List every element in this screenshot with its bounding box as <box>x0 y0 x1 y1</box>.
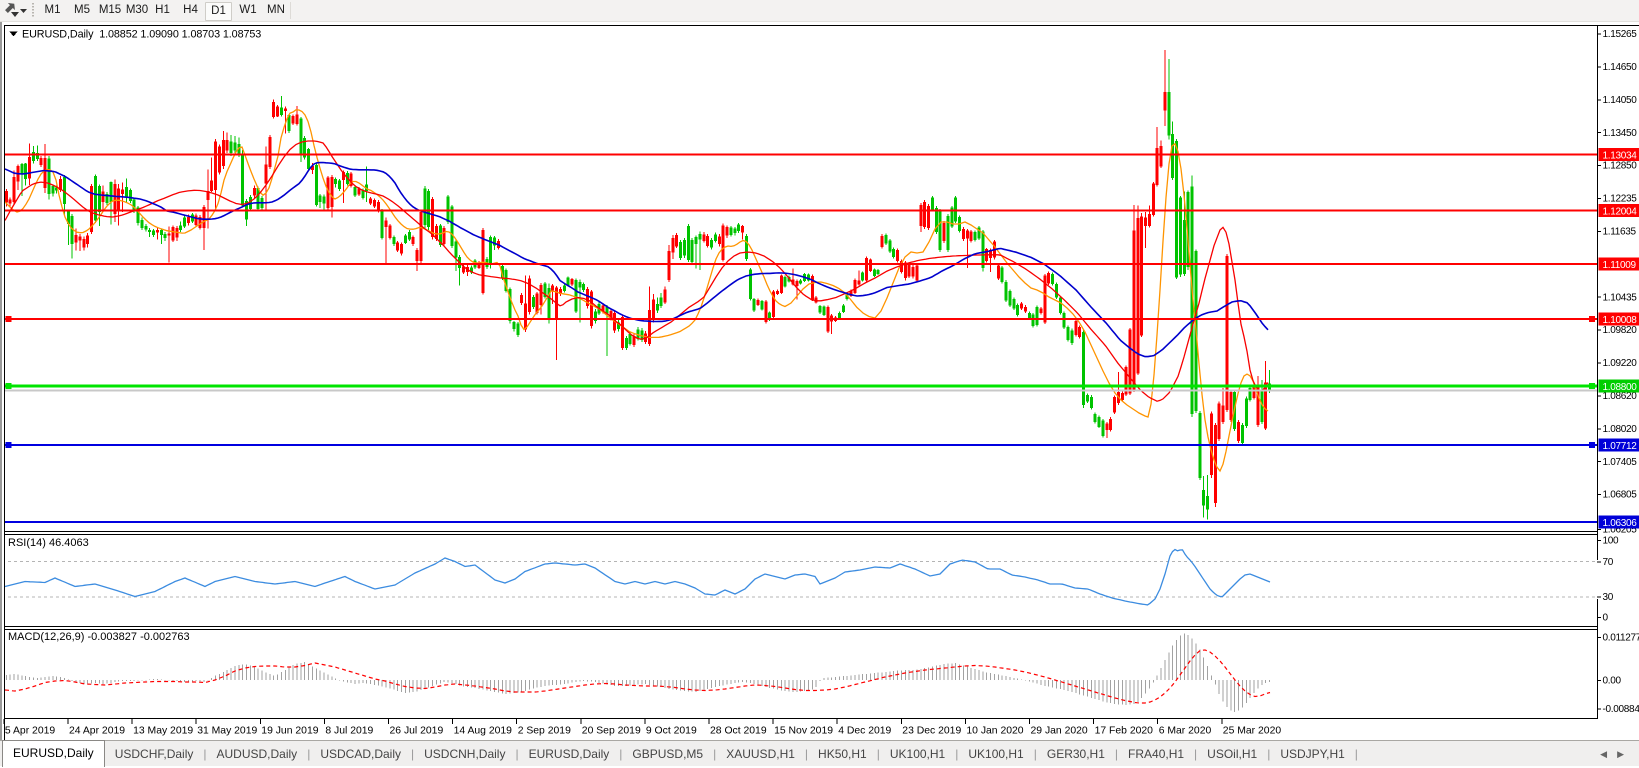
svg-text:1.12004: 1.12004 <box>1603 207 1638 218</box>
svg-text:1.09220: 1.09220 <box>1603 358 1638 369</box>
svg-text:31 May 2019: 31 May 2019 <box>197 726 257 737</box>
svg-text:1.10435: 1.10435 <box>1603 292 1638 303</box>
svg-text:1.10008: 1.10008 <box>1603 315 1638 326</box>
svg-text:26 Jul 2019: 26 Jul 2019 <box>390 726 444 737</box>
svg-text:1.15265: 1.15265 <box>1603 29 1638 40</box>
svg-text:6 Mar 2020: 6 Mar 2020 <box>1159 726 1212 737</box>
svg-text:29 Jan 2020: 29 Jan 2020 <box>1031 726 1088 737</box>
svg-text:1.06306: 1.06306 <box>1603 518 1638 529</box>
svg-text:9 Oct 2019: 9 Oct 2019 <box>646 726 697 737</box>
svg-text:RSI(14) 46.4063: RSI(14) 46.4063 <box>8 537 89 549</box>
svg-text:23 Dec 2019: 23 Dec 2019 <box>902 726 961 737</box>
svg-text:1.12235: 1.12235 <box>1603 194 1638 205</box>
svg-text:1.09820: 1.09820 <box>1603 325 1638 336</box>
svg-text:1.13450: 1.13450 <box>1603 128 1638 139</box>
svg-text:-0.008845: -0.008845 <box>1603 704 1639 715</box>
svg-text:20 Sep 2019: 20 Sep 2019 <box>582 726 641 737</box>
svg-text:0.00: 0.00 <box>1603 676 1622 687</box>
svg-text:1.13034: 1.13034 <box>1603 151 1638 162</box>
svg-text:30: 30 <box>1603 592 1614 603</box>
svg-text:15 Nov 2019: 15 Nov 2019 <box>774 726 833 737</box>
svg-text:1.08800: 1.08800 <box>1603 382 1638 393</box>
svg-text:4 Dec 2019: 4 Dec 2019 <box>838 726 891 737</box>
svg-text:17 Feb 2020: 17 Feb 2020 <box>1095 726 1154 737</box>
svg-text:1.12850: 1.12850 <box>1603 161 1638 172</box>
svg-text:2 Sep 2019: 2 Sep 2019 <box>518 726 571 737</box>
svg-text:1.11009: 1.11009 <box>1603 260 1637 271</box>
svg-text:70: 70 <box>1603 557 1614 568</box>
svg-text:28 Oct 2019: 28 Oct 2019 <box>710 726 767 737</box>
svg-text:1.07405: 1.07405 <box>1603 457 1638 468</box>
svg-text:1.11635: 1.11635 <box>1603 227 1637 238</box>
svg-text:10 Jan 2020: 10 Jan 2020 <box>966 726 1023 737</box>
svg-text:24 Apr 2019: 24 Apr 2019 <box>69 726 125 737</box>
svg-text:13 May 2019: 13 May 2019 <box>133 726 193 737</box>
svg-text:19 Jun 2019: 19 Jun 2019 <box>261 726 318 737</box>
svg-text:1.07712: 1.07712 <box>1603 441 1638 452</box>
svg-text:8 Jul 2019: 8 Jul 2019 <box>325 726 373 737</box>
svg-text:100: 100 <box>1603 536 1620 547</box>
svg-text:14 Aug 2019: 14 Aug 2019 <box>454 726 513 737</box>
svg-text:1.14050: 1.14050 <box>1603 95 1638 106</box>
svg-text:5 Apr 2019: 5 Apr 2019 <box>5 726 55 737</box>
svg-text:MACD(12,26,9) -0.003827 -0.002: MACD(12,26,9) -0.003827 -0.002763 <box>8 631 190 643</box>
svg-text:1.14650: 1.14650 <box>1603 62 1638 73</box>
svg-text:EURUSD,Daily 1.08852 1.09090: EURUSD,Daily 1.08852 1.09090 1.08703 1.0… <box>22 29 261 41</box>
svg-text:1.08020: 1.08020 <box>1603 424 1638 435</box>
svg-text:0.011277: 0.011277 <box>1603 633 1639 644</box>
svg-text:0: 0 <box>1603 613 1609 624</box>
svg-text:1.06805: 1.06805 <box>1603 490 1638 501</box>
svg-text:25 Mar 2020: 25 Mar 2020 <box>1223 726 1282 737</box>
